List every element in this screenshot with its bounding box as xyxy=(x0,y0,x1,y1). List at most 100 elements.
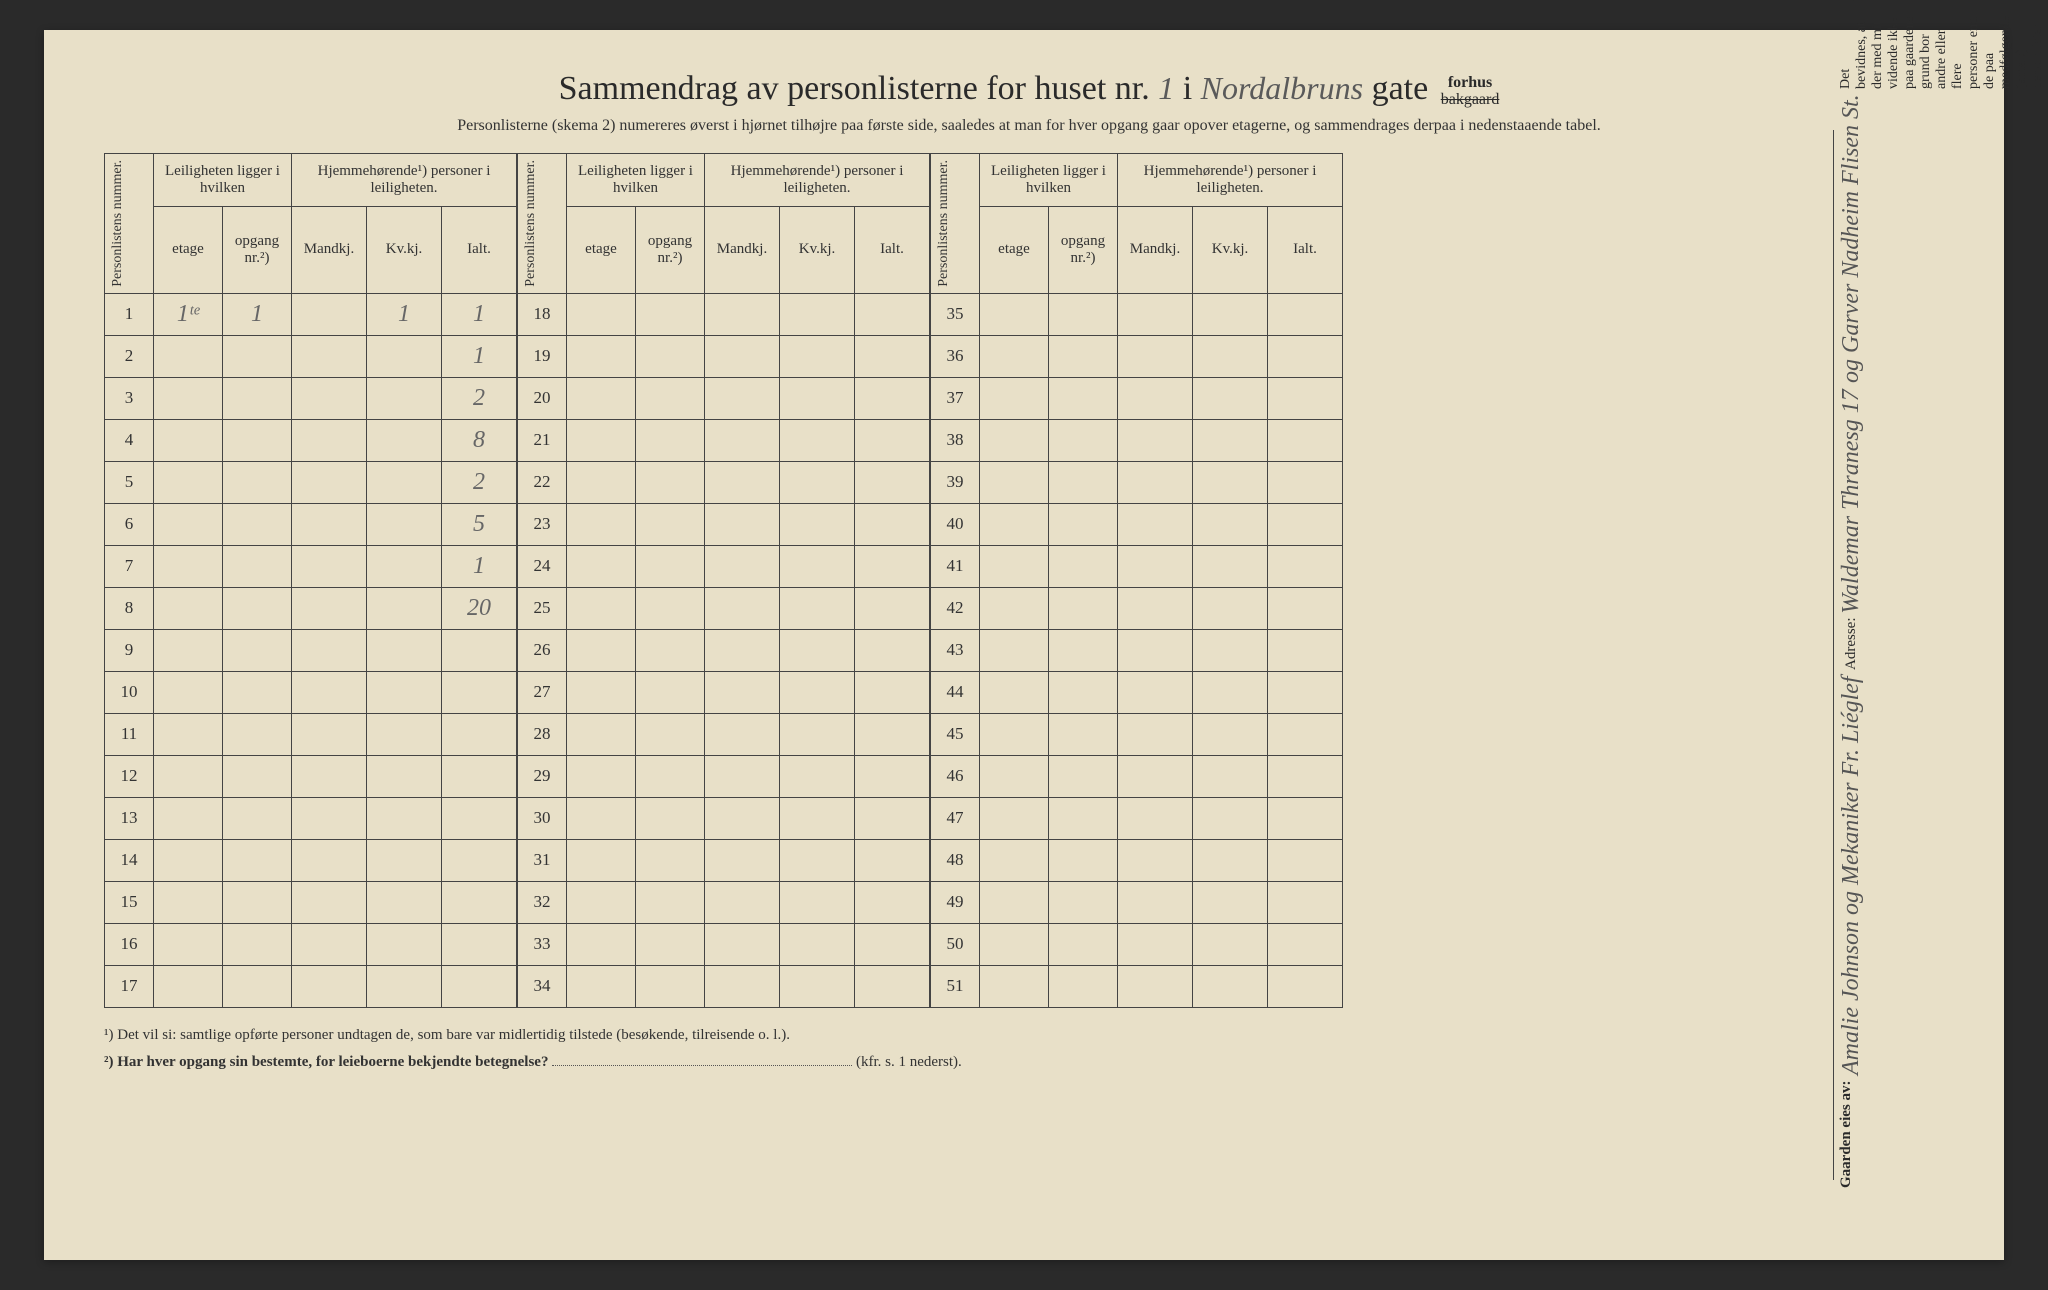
census-block-1: Personlistens nummer. Leiligheten ligger… xyxy=(104,153,517,1008)
row-number: 27 xyxy=(518,671,567,713)
cell-etage xyxy=(154,335,223,377)
table-row: 36 xyxy=(931,335,1343,377)
table-row: 51 xyxy=(931,965,1343,1007)
cell-opgang xyxy=(636,461,705,503)
forhus-box: forhus bakgaard xyxy=(1441,74,1500,109)
cell-etage xyxy=(567,335,636,377)
cell-mandkj xyxy=(1118,755,1193,797)
cell-etage xyxy=(567,965,636,1007)
table-row: 18 xyxy=(518,293,930,335)
cell-kvkj xyxy=(1193,923,1268,965)
census-block-2: Personlistens nummer. Leiligheten ligger… xyxy=(517,153,930,1008)
title-mid: i xyxy=(1183,70,1192,107)
cell-etage xyxy=(154,587,223,629)
cell-kvkj xyxy=(367,671,442,713)
row-number: 29 xyxy=(518,755,567,797)
cell-mandkj xyxy=(1118,923,1193,965)
cell-ialt xyxy=(442,881,517,923)
row-number: 4 xyxy=(105,419,154,461)
cell-opgang xyxy=(1049,839,1118,881)
table-row: 27 xyxy=(518,671,930,713)
adresse-2: Flisen St. xyxy=(1838,95,2048,186)
cell-opgang xyxy=(636,839,705,881)
row-number: 7 xyxy=(105,545,154,587)
forhus-top: forhus xyxy=(1448,74,1492,91)
row-number: 18 xyxy=(518,293,567,335)
cell-ialt xyxy=(855,335,930,377)
row-number: 16 xyxy=(105,923,154,965)
row-number: 6 xyxy=(105,503,154,545)
cell-opgang xyxy=(636,503,705,545)
header-ialt: Ialt. xyxy=(1268,206,1343,293)
cell-etage xyxy=(154,545,223,587)
cell-opgang xyxy=(636,755,705,797)
cell-kvkj xyxy=(780,671,855,713)
cell-kvkj xyxy=(1193,335,1268,377)
cell-kvkj xyxy=(780,587,855,629)
row-number: 43 xyxy=(931,629,980,671)
cell-mandkj xyxy=(1118,545,1193,587)
table-row: 14 xyxy=(105,839,517,881)
cell-kvkj xyxy=(780,713,855,755)
cell-opgang xyxy=(223,629,292,671)
cell-mandkj xyxy=(705,587,780,629)
cell-opgang xyxy=(223,923,292,965)
table-row: 16 xyxy=(105,923,517,965)
cell-ialt xyxy=(1268,461,1343,503)
cell-etage xyxy=(154,839,223,881)
table-row: 49 xyxy=(931,881,1343,923)
footnote-1: ¹) Det vil si: samtlige opførte personer… xyxy=(104,1022,1954,1049)
cell-etage xyxy=(154,755,223,797)
cell-etage xyxy=(154,419,223,461)
cell-etage xyxy=(154,881,223,923)
page-title: Sammendrag av personlisterne for huset n… xyxy=(104,70,1954,109)
cell-etage xyxy=(567,881,636,923)
cell-etage xyxy=(980,629,1049,671)
cell-ialt xyxy=(1268,377,1343,419)
cell-kvkj xyxy=(780,629,855,671)
table-row: 19 xyxy=(518,335,930,377)
header-personlistens: Personlistens nummer. xyxy=(108,156,129,291)
cell-opgang xyxy=(636,335,705,377)
cell-etage xyxy=(980,965,1049,1007)
header-etage: etage xyxy=(567,206,636,293)
cell-opgang xyxy=(1049,587,1118,629)
cell-kvkj xyxy=(367,461,442,503)
header-leiligheten: Leiligheten ligger i hvilken xyxy=(154,153,292,206)
row-number: 1 xyxy=(105,293,154,335)
cell-mandkj xyxy=(1118,839,1193,881)
right-margin: Gaarden eies av: Amalie Johnson og Mekan… xyxy=(1833,130,1974,1180)
cell-kvkj xyxy=(780,839,855,881)
cell-etage xyxy=(154,629,223,671)
cell-etage xyxy=(154,713,223,755)
cell-ialt xyxy=(855,419,930,461)
cell-ialt xyxy=(855,293,930,335)
cell-mandkj xyxy=(705,503,780,545)
cell-mandkj xyxy=(705,839,780,881)
cell-mandkj xyxy=(292,503,367,545)
forhus-bottom: bakgaard xyxy=(1441,91,1500,108)
cell-etage xyxy=(980,881,1049,923)
cell-etage xyxy=(980,545,1049,587)
footnotes: ¹) Det vil si: samtlige opførte personer… xyxy=(104,1022,1954,1076)
cell-kvkj: 1 xyxy=(367,293,442,335)
street-name: Nordalbruns xyxy=(1201,70,1363,106)
table-row: 25 xyxy=(518,587,930,629)
cell-etage xyxy=(154,923,223,965)
row-number: 41 xyxy=(931,545,980,587)
table-row: 22 xyxy=(518,461,930,503)
cell-opgang xyxy=(223,335,292,377)
table-row: 40 xyxy=(931,503,1343,545)
cell-etage xyxy=(980,587,1049,629)
title-suffix: gate xyxy=(1372,70,1429,107)
cell-opgang xyxy=(636,377,705,419)
row-number: 20 xyxy=(518,377,567,419)
cell-mandkj xyxy=(1118,671,1193,713)
row-number: 45 xyxy=(931,713,980,755)
cell-opgang xyxy=(223,797,292,839)
table-row: 24 xyxy=(518,545,930,587)
cell-opgang xyxy=(1049,923,1118,965)
row-number: 26 xyxy=(518,629,567,671)
cell-ialt: 20 xyxy=(442,587,517,629)
row-number: 34 xyxy=(518,965,567,1007)
